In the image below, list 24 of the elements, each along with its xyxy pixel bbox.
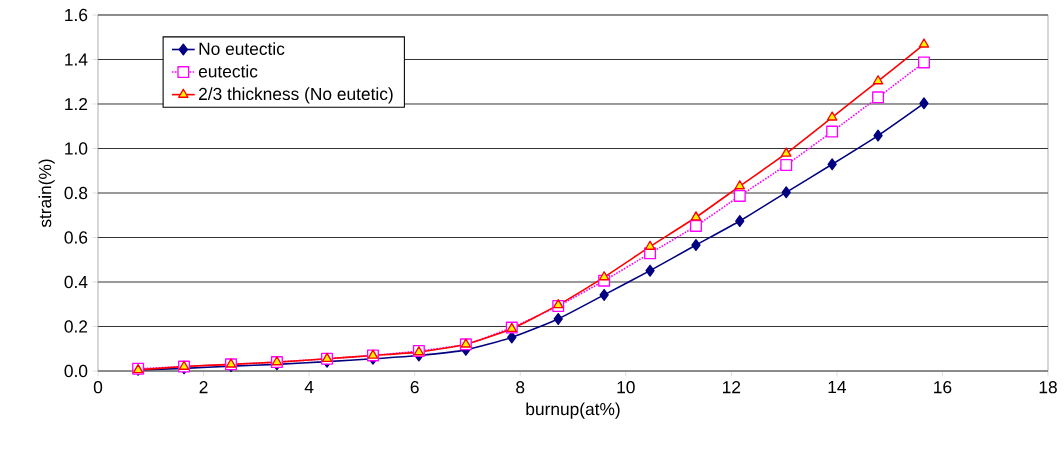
x-tick-label: 10 (617, 381, 635, 394)
legend-label: eutectic (198, 64, 258, 78)
x-tick-label: 8 (516, 381, 525, 394)
y-tick-label: 1.0 (65, 142, 88, 155)
y-axis-title: strain(%) (38, 159, 55, 228)
x-tick-label: 16 (934, 381, 952, 394)
legend-label: 2/3 thickness (No eutetic) (199, 87, 393, 104)
x-tick-label: 12 (723, 381, 741, 394)
y-tick-label: 1.6 (65, 8, 88, 22)
x-tick-label: 18 (1039, 381, 1057, 394)
legend-label: No eutectic (199, 42, 285, 55)
y-tick-label: 1.2 (65, 97, 88, 111)
x-tick-label: 2 (199, 381, 208, 394)
y-tick-label: 1.4 (65, 53, 88, 66)
x-tick-label: 0 (93, 381, 103, 394)
y-tick-label: 0.8 (64, 186, 88, 200)
x-tick-label: 4 (304, 381, 314, 393)
y-tick-label: 0.6 (64, 231, 88, 244)
x-tick-label: 6 (410, 381, 419, 394)
x-axis-title: burnup(at%) (526, 402, 620, 419)
y-tick-label: 0.2 (64, 320, 88, 333)
x-tick-label: 14 (828, 381, 847, 393)
y-tick-label: 0.4 (64, 275, 88, 289)
y-tick-label: 0.0 (64, 364, 88, 378)
